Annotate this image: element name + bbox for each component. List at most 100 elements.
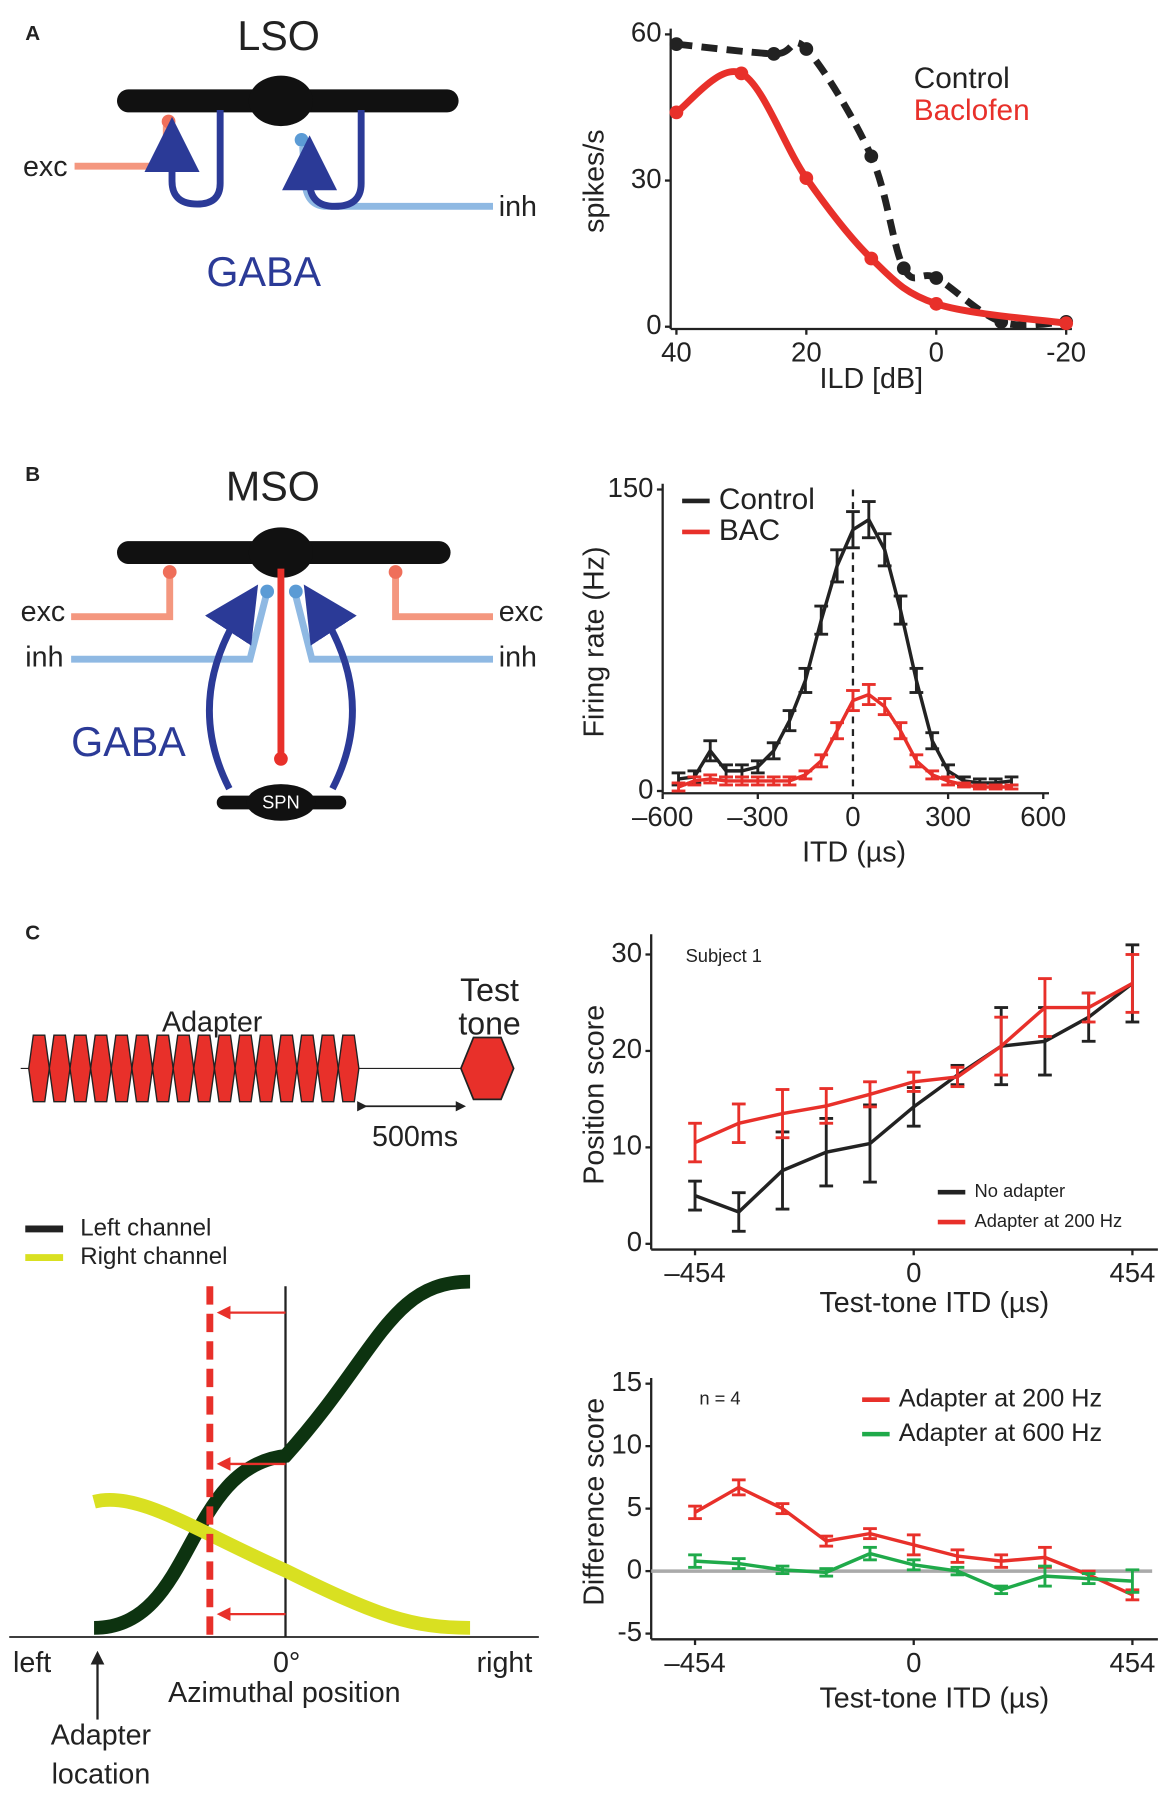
- error-bar: [731, 1557, 746, 1571]
- legend-label: Left channel: [80, 1214, 211, 1241]
- inh-input: [71, 595, 270, 663]
- adapter-pulse: [172, 1034, 195, 1103]
- data-point: [766, 47, 781, 61]
- y-axis-label: Difference score: [579, 1398, 611, 1606]
- mso-diagram: B MSO SPN exc inh exc inh GABA: [21, 463, 544, 821]
- error-bar: [735, 775, 749, 787]
- x-tick-label: 0: [906, 1647, 921, 1678]
- series-line: [677, 692, 1012, 789]
- error-bar: [766, 741, 781, 761]
- data-point: [864, 251, 879, 266]
- test-tone: [459, 1036, 515, 1101]
- label: GABA: [71, 719, 186, 765]
- error-bar: [972, 783, 987, 791]
- diagram-title: MSO: [226, 463, 320, 509]
- error-bar: [994, 1015, 1009, 1077]
- adapter-pulse: [316, 1034, 339, 1103]
- error-bar: [877, 697, 892, 717]
- label: inh: [499, 191, 537, 223]
- y-tick-label: 5: [627, 1491, 642, 1522]
- x-tick-label: 454: [1109, 1647, 1155, 1678]
- cell-body: [248, 75, 314, 127]
- adapter-pulse: [151, 1034, 174, 1103]
- synapse: [274, 752, 288, 766]
- synapse: [161, 114, 176, 129]
- data-point: [734, 66, 749, 81]
- label: GABA: [206, 249, 321, 295]
- error-bar: [863, 1527, 877, 1541]
- gaba-projection: [205, 584, 259, 791]
- x-tick-label: 40: [661, 336, 692, 367]
- x-tick-label: 300: [925, 801, 971, 832]
- panel-label: C: [25, 922, 40, 945]
- error-bar: [925, 769, 940, 781]
- left-channel-curve: [93, 1274, 471, 1635]
- error-bar: [703, 739, 718, 763]
- y-tick-label: 10: [611, 1130, 642, 1161]
- error-bar: [846, 510, 860, 550]
- error-bar: [893, 594, 908, 626]
- label: exc: [499, 596, 544, 628]
- x-axis-label: ILD [dB]: [820, 363, 923, 395]
- data-point: [799, 171, 814, 185]
- y-axis-label: Firing rate (Hz): [579, 546, 611, 737]
- y-tick-label: 20: [611, 1033, 642, 1064]
- data-point: [669, 105, 684, 120]
- series-line: [678, 517, 1012, 785]
- error-bar: [688, 1121, 702, 1164]
- panel-label: A: [25, 22, 40, 45]
- adapter-pulse: [131, 1034, 154, 1103]
- error-bar: [909, 666, 924, 694]
- error-bar: [846, 689, 860, 713]
- y-tick-label: 15: [611, 1366, 642, 1397]
- error-bar: [950, 1065, 965, 1089]
- x-axis-label: ITD (µs): [802, 837, 906, 869]
- x-axis-label: Test-tone ITD (µs): [819, 1287, 1049, 1319]
- label: Azimuthal position: [168, 1677, 400, 1709]
- adapter-pulse: [275, 1034, 298, 1103]
- data-point: [929, 296, 944, 311]
- lso-diagram: A LSO exc inh GABA: [23, 13, 537, 295]
- error-bar: [877, 532, 892, 568]
- error-bar: [731, 1478, 746, 1497]
- error-bar: [830, 548, 844, 584]
- adapter-pulse: [255, 1034, 278, 1103]
- x-tick-label: 0: [845, 801, 860, 832]
- adapter-pulse: [110, 1034, 133, 1103]
- error-bar: [798, 769, 813, 781]
- x-tick-label: –454: [664, 1257, 725, 1288]
- label: exc: [23, 151, 68, 183]
- inh-input: [292, 595, 493, 663]
- error-bar: [798, 666, 813, 694]
- adapter-pulse: [296, 1034, 319, 1103]
- chart: 0 150 –600 –300 0 300 600 ITD (µs) Firing rate (…: [579, 472, 1066, 869]
- legend-label: Adapter at 200 Hz: [974, 1210, 1122, 1231]
- y-axis-label: spikes/s: [579, 129, 611, 232]
- y-tick-label: 0: [627, 1226, 642, 1257]
- error-bar: [1125, 953, 1140, 1014]
- exc-input: [74, 126, 170, 170]
- data-point: [799, 42, 814, 56]
- legend-label: Control: [914, 62, 1010, 95]
- error-bar: [957, 781, 971, 789]
- legend-label: Baclofen: [914, 94, 1030, 127]
- error-bar: [861, 500, 876, 540]
- error-bar: [863, 1545, 877, 1562]
- x-tick-label: –300: [727, 801, 788, 832]
- error-bar: [782, 709, 797, 733]
- inh-input: [299, 146, 493, 210]
- gaba-feedback: [144, 110, 224, 208]
- annotation: n = 4: [699, 1388, 740, 1409]
- exc-input: [71, 577, 174, 621]
- adapter-diagram: C Adapter Test tone 500ms Left channel R…: [9, 922, 539, 1790]
- error-bar: [830, 721, 844, 741]
- error-bar: [906, 1558, 921, 1572]
- error-bar: [688, 1504, 702, 1521]
- label: SPN: [262, 791, 300, 812]
- error-bar: [950, 1565, 965, 1577]
- y-tick-label: 30: [631, 163, 662, 194]
- error-bar: [1125, 1568, 1140, 1594]
- legend-label: Adapter at 200 Hz: [899, 1384, 1102, 1412]
- chart: 0 30 60 40 20 0 -20 ILD [dB] spikes/s ControlBacl…: [579, 17, 1086, 396]
